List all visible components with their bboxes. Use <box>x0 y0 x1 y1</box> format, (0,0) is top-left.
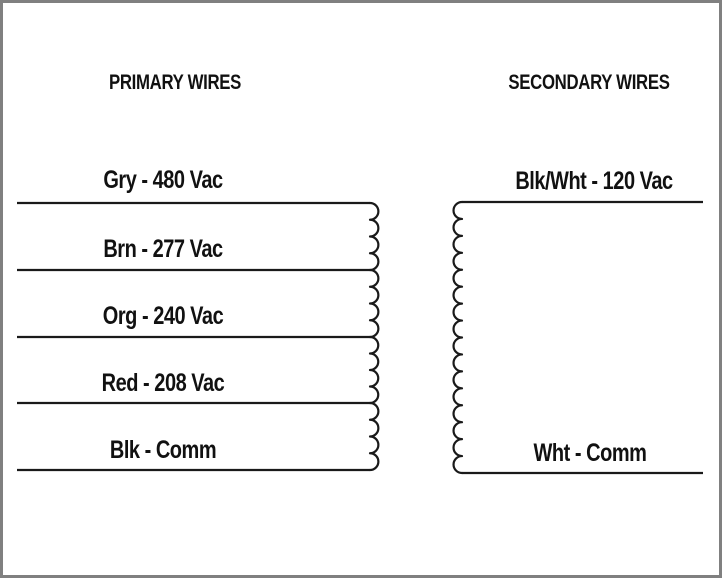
primary-coil-segment-red <box>368 401 380 472</box>
primary-wire-label-gry: Gry - 480 Vac <box>103 166 222 194</box>
primary-coil-segment-org <box>368 335 380 405</box>
primary-wire-label-red: Red - 208 Vac <box>102 369 225 397</box>
secondary-labels-group: Blk/Wht - 120 Vac Wht - Comm <box>515 167 673 467</box>
primary-winding-group <box>17 201 380 472</box>
primary-coil-segment-gry <box>368 201 380 272</box>
primary-wire-label-blk: Blk - Comm <box>110 436 216 464</box>
primary-wire-label-brn: Brn - 277 Vac <box>103 235 222 263</box>
secondary-wire-label-blk-wht: Blk/Wht - 120 Vac <box>515 167 672 195</box>
secondary-coil <box>452 200 464 475</box>
primary-wire-label-org: Org - 240 Vac <box>103 302 223 330</box>
secondary-wire-label-wht: Wht - Comm <box>534 439 647 467</box>
primary-coil-segment-brn <box>368 268 380 339</box>
primary-labels-group: Gry - 480 Vac Brn - 277 Vac Org - 240 Vac R… <box>102 166 225 464</box>
secondary-winding-group <box>452 200 703 475</box>
primary-heading: PRIMARY WIRES <box>109 71 241 94</box>
secondary-heading: SECONDARY WIRES <box>508 71 669 94</box>
